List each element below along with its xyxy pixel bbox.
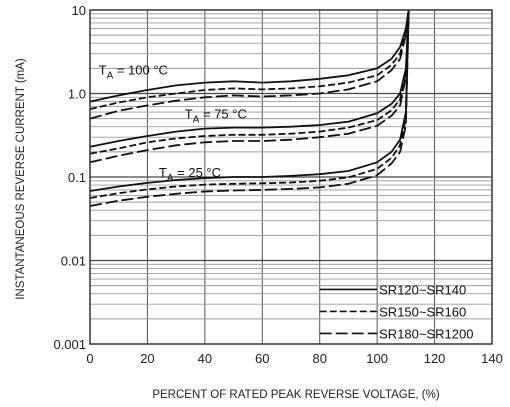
x-tick-label: 120 <box>424 351 446 366</box>
plot-border <box>89 9 493 345</box>
legend: SR120~SR140 SR150~SR160 SR180~SR1200 <box>319 282 473 341</box>
curve-solid <box>89 9 410 148</box>
curve-dashed <box>89 9 410 110</box>
curve-solid <box>89 9 410 192</box>
curve-solid <box>89 9 410 103</box>
y-tick-label: 10 <box>72 3 86 18</box>
curve-dashed <box>89 9 410 199</box>
curves <box>89 9 410 207</box>
temperature-label: TA = 25 °C <box>159 165 221 184</box>
curve-longdash <box>89 9 410 120</box>
legend-label: SR180~SR1200 <box>379 326 473 341</box>
curve-longdash <box>89 9 410 207</box>
curve-dashed <box>89 9 410 155</box>
x-tick-label: 60 <box>255 351 269 366</box>
tick-labels: 0 20 40 60 80 100 120 140 0.001 0.01 0.1 1.0 10 <box>53 3 502 366</box>
x-tick-label: 0 <box>86 351 93 366</box>
legend-label: SR150~SR160 <box>379 304 466 319</box>
legend-label: SR120~SR140 <box>379 282 466 297</box>
y-tick-label: 0.1 <box>68 170 86 185</box>
y-tick-label: 1.0 <box>68 87 86 102</box>
y-tick-label: 0.01 <box>61 254 86 269</box>
grid <box>90 10 492 344</box>
x-tick-label: 80 <box>312 351 326 366</box>
x-tick-label: 100 <box>366 351 388 366</box>
annotations: TA = 100 °C TA = 75 °C TA = 25 °C <box>99 62 247 184</box>
x-tick-label: 20 <box>140 351 154 366</box>
x-axis-title: PERCENT OF RATED PEAK REVERSE VOLTAGE, (… <box>152 389 440 401</box>
y-axis-title: INSTANTANEOUS REVERSE CURRENT (mA) <box>15 58 27 300</box>
x-tick-label: 140 <box>481 351 503 366</box>
y-tick-label: 0.001 <box>53 337 86 352</box>
curve-longdash <box>89 9 410 164</box>
x-tick-label: 40 <box>198 351 212 366</box>
temperature-label: TA = 75 °C <box>185 107 247 126</box>
temperature-label: TA = 100 °C <box>99 62 168 81</box>
